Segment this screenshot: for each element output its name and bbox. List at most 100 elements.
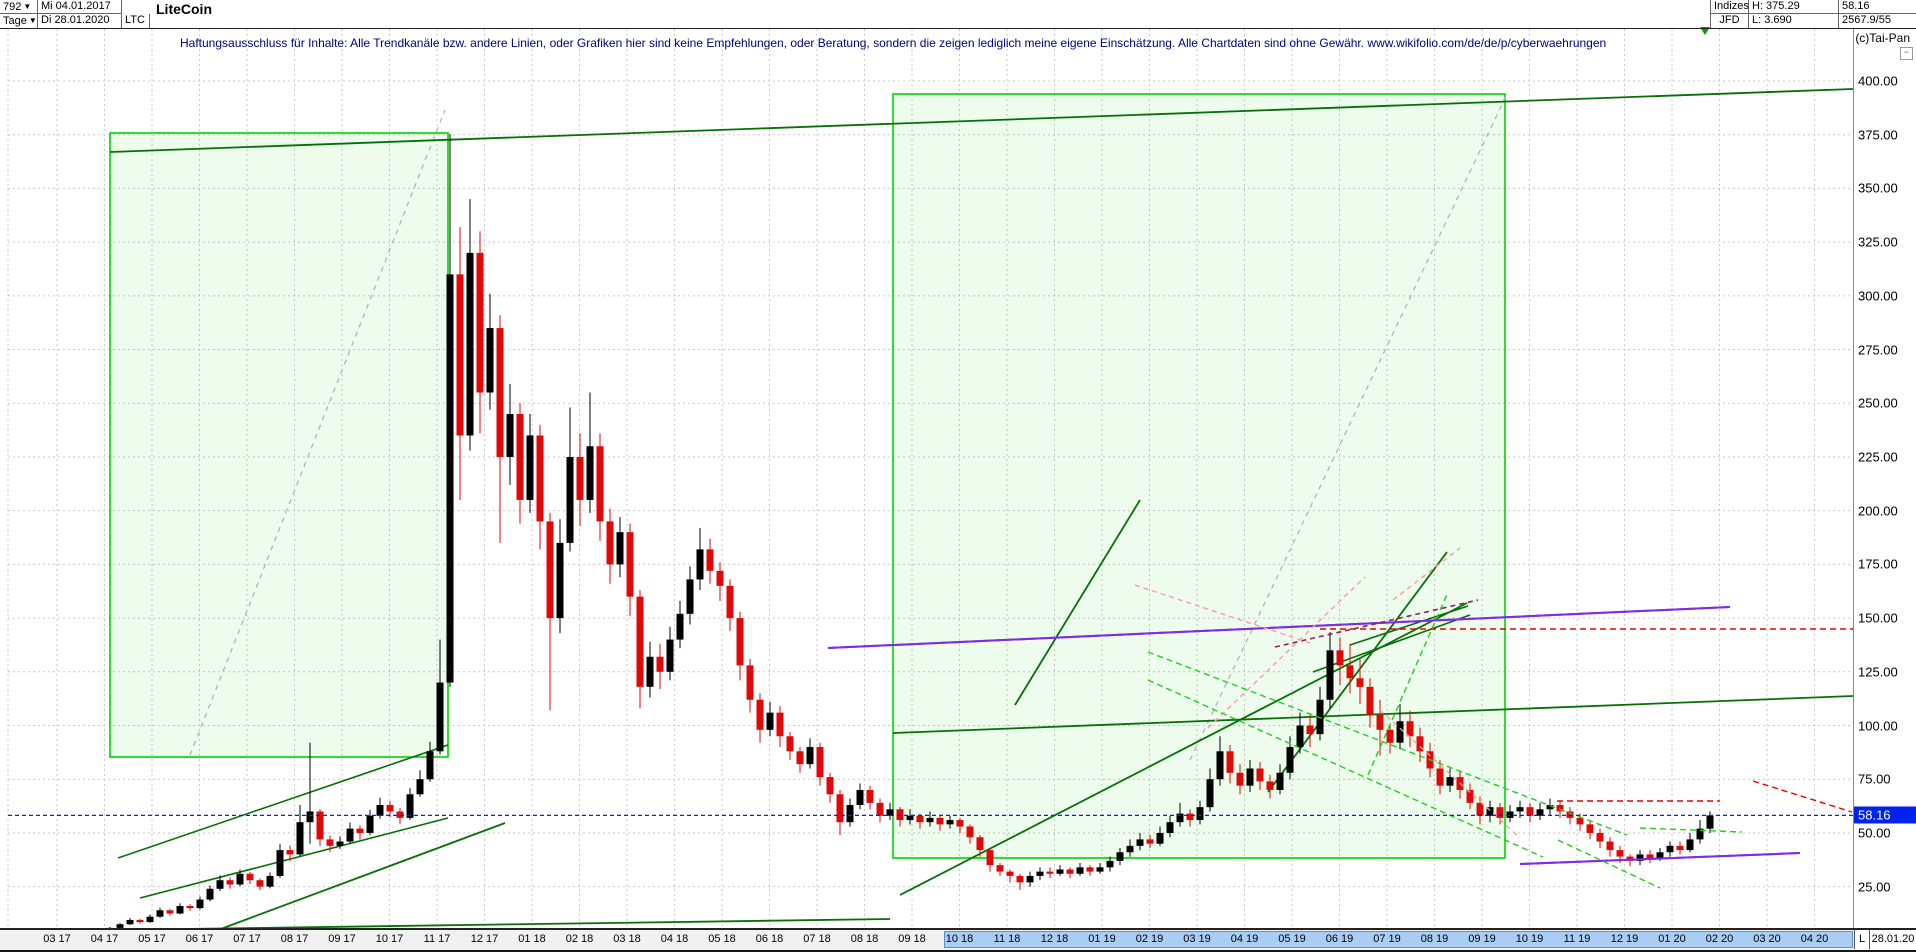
window-bottom-edge	[0, 949, 1916, 952]
candle-body	[1676, 845, 1684, 851]
candle-body	[846, 805, 854, 823]
candle-body	[686, 579, 694, 614]
alert-marker-icon	[1700, 27, 1710, 35]
candle-body	[1196, 807, 1204, 821]
price-tick-label: 75.00	[1858, 771, 1891, 787]
candle-body	[1636, 854, 1644, 861]
date-tick-label: 01 18	[518, 933, 546, 945]
candle-body	[1686, 839, 1694, 851]
candle-body	[1466, 789, 1474, 803]
candle-body	[766, 712, 774, 730]
date-tick-label: 12 18	[1040, 933, 1069, 945]
period-dropdown[interactable]: Tage ▼	[0, 14, 38, 29]
candle-body	[956, 820, 964, 827]
date-tick-label: 06 19	[1325, 933, 1354, 945]
candle-body	[1556, 805, 1564, 812]
date-tick-label: 05 18	[708, 933, 736, 945]
candle-body	[1226, 751, 1234, 773]
candle-body	[476, 252, 484, 393]
trend-line	[1519, 852, 1801, 865]
trend-line	[217, 822, 506, 931]
candle-body	[1286, 747, 1294, 773]
candle-body	[1006, 871, 1014, 876]
trend-line	[1147, 679, 1544, 858]
candle-body	[706, 549, 714, 571]
trend-line	[827, 606, 1731, 649]
candle-body	[1206, 779, 1214, 808]
header-divider	[0, 28, 1916, 29]
candle-body	[506, 414, 514, 457]
date-tick-label: 04 20	[1800, 933, 1829, 945]
candle-body	[546, 521, 554, 619]
candle-body	[136, 919, 144, 923]
candle-body	[1076, 867, 1084, 874]
candle-body	[966, 826, 974, 838]
time-selection-band[interactable]	[944, 931, 1853, 948]
candle-body	[266, 875, 274, 887]
date-tick-label: 10 18	[945, 933, 974, 945]
price-tick-label: 325.00	[1858, 234, 1898, 250]
date-from-field[interactable]: Mi 04.01.2017	[38, 0, 122, 14]
candle-body	[1606, 841, 1614, 851]
bars-count-value: 792	[3, 1, 22, 13]
candle-body	[286, 850, 294, 855]
candle-body	[936, 817, 944, 825]
candle-body	[1416, 736, 1424, 752]
candle-body	[406, 794, 414, 818]
candle-body	[626, 532, 634, 597]
candle-body	[1446, 777, 1454, 786]
date-tick-label: 03 20	[1753, 933, 1781, 945]
minimize-icon[interactable]: −	[1900, 47, 1913, 60]
candle-body	[1476, 802, 1484, 816]
candle-body	[126, 919, 134, 925]
candle-body	[116, 924, 124, 928]
candle-body	[1216, 751, 1224, 780]
trend-line	[1639, 827, 1743, 833]
price-tick-label: 400.00	[1858, 73, 1898, 89]
candle-body	[306, 811, 314, 823]
candle-body	[1086, 867, 1094, 872]
candle-body	[716, 570, 724, 586]
trend-line	[1147, 651, 1628, 836]
symbol-field[interactable]: LTC	[122, 14, 150, 29]
date-tick-label: 08 17	[280, 933, 309, 945]
axis-info-cell: 28.01.20	[1869, 930, 1916, 949]
date-tick-label: 04 17	[90, 933, 119, 945]
candle-body	[1176, 813, 1184, 823]
exchange-group-cell[interactable]: Indizes	[1710, 0, 1749, 14]
price-tick-label: 25.00	[1858, 879, 1891, 895]
candle-body	[1046, 871, 1054, 874]
candle-body	[1186, 813, 1194, 821]
date-tick-label: 01 20	[1658, 933, 1686, 945]
date-tick-label: 12 19	[1610, 933, 1639, 945]
candle-body	[1336, 650, 1344, 666]
date-tick-label: 03 19	[1183, 933, 1211, 945]
candle-body	[1536, 809, 1544, 816]
candle-body	[436, 682, 444, 752]
candle-body	[576, 456, 584, 500]
candle-body	[1666, 845, 1674, 853]
time-axis[interactable]: 03 17 04 17 05 17 06 17 07 17 08 17 09 17 10 17…	[0, 929, 1916, 950]
date-tick-label: 07 17	[233, 933, 261, 945]
candle-body	[1506, 811, 1514, 818]
bars-count-dropdown[interactable]: 792 ▼	[0, 0, 38, 14]
date-tick-label: 11 17	[423, 933, 451, 945]
date-to-field[interactable]: Di 28.01.2020	[38, 14, 122, 29]
candle-body	[606, 521, 614, 565]
candle-body	[1016, 875, 1024, 883]
candle-body	[1146, 839, 1154, 844]
candle-body	[1586, 824, 1594, 833]
date-tick-label: 09 19	[1468, 933, 1496, 945]
candle-body	[1276, 772, 1284, 790]
candle-body	[1436, 768, 1444, 786]
candle-body	[1526, 807, 1534, 816]
price-axis[interactable]: 400.00 375.00 350.00 325.00 300.00 275.00 250.…	[1854, 29, 1916, 928]
candle-body	[816, 747, 824, 778]
feed-cell[interactable]: JFD	[1710, 14, 1749, 29]
candle-body	[1166, 822, 1174, 833]
candle-body	[1646, 854, 1654, 859]
candle-body	[946, 820, 954, 825]
candle-body	[496, 328, 504, 457]
price-tick-label: 175.00	[1858, 556, 1898, 572]
